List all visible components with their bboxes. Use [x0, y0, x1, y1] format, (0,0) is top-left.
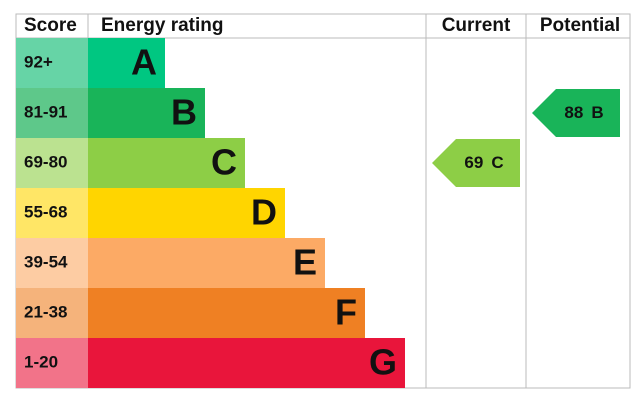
rating-bar — [88, 38, 165, 88]
header-current: Current — [442, 15, 511, 36]
potential-arrow — [532, 89, 620, 137]
rating-letter: F — [335, 292, 357, 333]
header-potential: Potential — [540, 15, 620, 36]
score-label: 21-38 — [24, 302, 67, 321]
rating-bar — [88, 238, 325, 288]
score-cell — [16, 238, 88, 288]
rating-bar — [88, 138, 245, 188]
rating-letter: D — [251, 192, 277, 233]
score-label: 69-80 — [24, 152, 67, 171]
rating-bar — [88, 188, 285, 238]
potential-value: 88 — [564, 103, 583, 122]
header-score: Score — [24, 15, 77, 36]
rating-letter: G — [369, 342, 397, 383]
current-letter: C — [491, 153, 503, 172]
rating-bar — [88, 338, 405, 388]
score-cell — [16, 288, 88, 338]
score-label: 92+ — [24, 52, 53, 71]
potential-label: 88 B — [564, 103, 603, 122]
score-label: 81-91 — [24, 102, 67, 121]
score-cell — [16, 138, 88, 188]
rating-letter: B — [171, 92, 197, 133]
rating-letter: A — [131, 42, 157, 83]
score-cell — [16, 38, 88, 88]
score-cell — [16, 188, 88, 238]
current-value: 69 — [464, 153, 483, 172]
score-label: 39-54 — [24, 252, 68, 271]
score-cell — [16, 338, 88, 388]
score-label: 55-68 — [24, 202, 67, 221]
header-energy-rating: Energy rating — [101, 15, 223, 36]
rating-bar — [88, 288, 365, 338]
potential-letter: B — [591, 103, 603, 122]
score-label: 1-20 — [24, 352, 58, 371]
score-cell — [16, 88, 88, 138]
current-label: 69 C — [464, 153, 503, 172]
rating-letter: E — [293, 242, 317, 283]
rating-letter: C — [211, 142, 237, 183]
rating-bar — [88, 88, 205, 138]
current-arrow — [432, 139, 520, 187]
